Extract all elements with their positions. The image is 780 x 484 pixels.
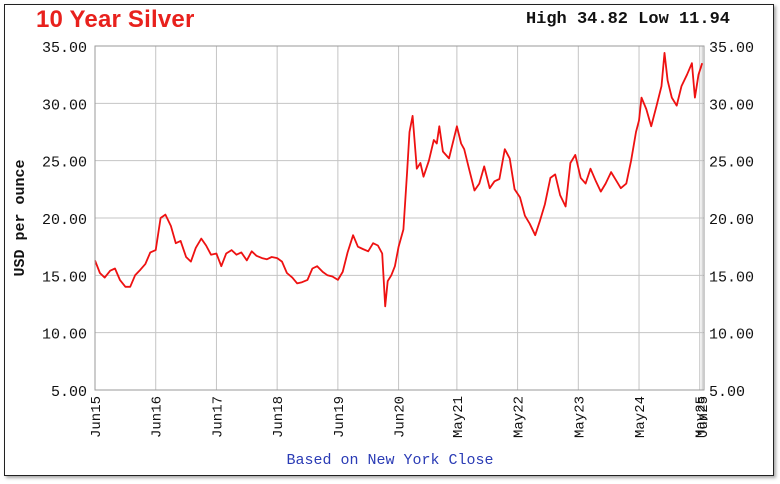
y-tick-label-left: 5.00: [51, 384, 87, 401]
y-tick-label-left: 20.00: [42, 212, 87, 229]
y-tick-label-right: 10.00: [709, 327, 754, 344]
x-tick-label: May22: [512, 396, 528, 438]
x-tick-label: Jun18: [271, 396, 287, 438]
y-tick-label-left: 25.00: [42, 155, 87, 172]
plot-border: [94, 45, 705, 391]
y-tick-label-right: 35.00: [709, 40, 754, 57]
price-series: [94, 52, 704, 308]
x-tick-label: Jun17: [210, 396, 226, 438]
y-tick-label-right: 30.00: [709, 97, 754, 114]
x-tick-label: May24: [633, 396, 649, 438]
y-tick-label-left: 15.00: [42, 269, 87, 286]
x-tick-label: Jun25: [696, 396, 712, 438]
x-tick-label: May25: [694, 396, 710, 438]
y-tick-label-right: 25.00: [709, 155, 754, 172]
y-axis-label: USD per ounce: [12, 159, 29, 276]
y-tick-label-right: 15.00: [709, 269, 754, 286]
chart-title: 10 Year Silver: [36, 6, 195, 33]
series-line: [94, 52, 704, 308]
y-tick-label-right: 5.00: [709, 384, 745, 401]
x-tick-label: May21: [451, 396, 467, 438]
y-tick-label-left: 10.00: [42, 327, 87, 344]
x-tick-label: Jun15: [89, 396, 105, 438]
y-tick-label-left: 30.00: [42, 97, 87, 114]
tick-labels: 35.00 35.00 30.00 30.00 25.00 25.00 20.00 20.00…: [42, 40, 754, 438]
x-tick-label: Jun20: [393, 396, 409, 438]
grid-lines: [94, 45, 704, 391]
x-tick-label: Jun16: [150, 396, 166, 438]
y-tick-label-left: 35.00: [42, 40, 87, 57]
axes: [94, 45, 705, 391]
x-tick-label: Jun19: [332, 396, 348, 438]
y-tick-label-right: 20.00: [709, 212, 754, 229]
x-tick-label: May23: [572, 396, 588, 438]
chart-footer: Based on New York Close: [286, 452, 494, 469]
high-low-stats: High 34.82 Low 11.94: [525, 10, 730, 29]
chart-frame: [4, 4, 774, 476]
